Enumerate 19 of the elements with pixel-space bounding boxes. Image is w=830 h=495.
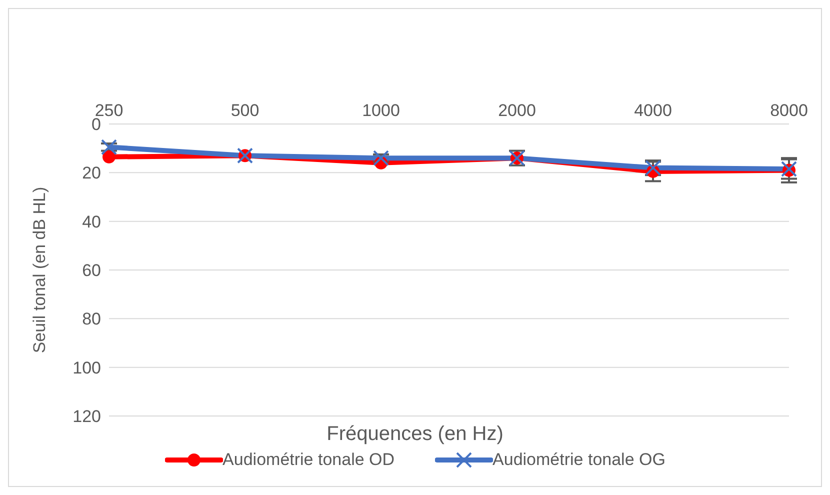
point — [102, 150, 116, 164]
y-tick-label: 40 — [82, 212, 101, 232]
x-tick-label: 4000 — [634, 101, 672, 120]
x-tick-label: 2000 — [498, 101, 536, 120]
legend-label: Audiométrie tonale OG — [492, 450, 666, 470]
x-tick-label: 1000 — [362, 101, 400, 120]
y-tick-label: 100 — [72, 358, 101, 378]
x-axis-title: Fréquences (en Hz) — [326, 423, 504, 445]
y-tick-label: 120 — [72, 407, 101, 426]
x-tick-label: 500 — [230, 101, 260, 120]
y-axis-title: Seuil tonal (en dB HL) — [30, 186, 50, 354]
y-tick-label: 80 — [82, 310, 101, 329]
point — [101, 139, 117, 156]
x-tick-label: 8000 — [770, 101, 808, 120]
point — [373, 150, 389, 166]
y-tick-label: 60 — [82, 261, 101, 280]
y-tick-label: 20 — [82, 164, 101, 183]
legend-label: Audiométrie tonale OD — [222, 450, 395, 470]
y-tick-label: 0 — [92, 115, 101, 134]
